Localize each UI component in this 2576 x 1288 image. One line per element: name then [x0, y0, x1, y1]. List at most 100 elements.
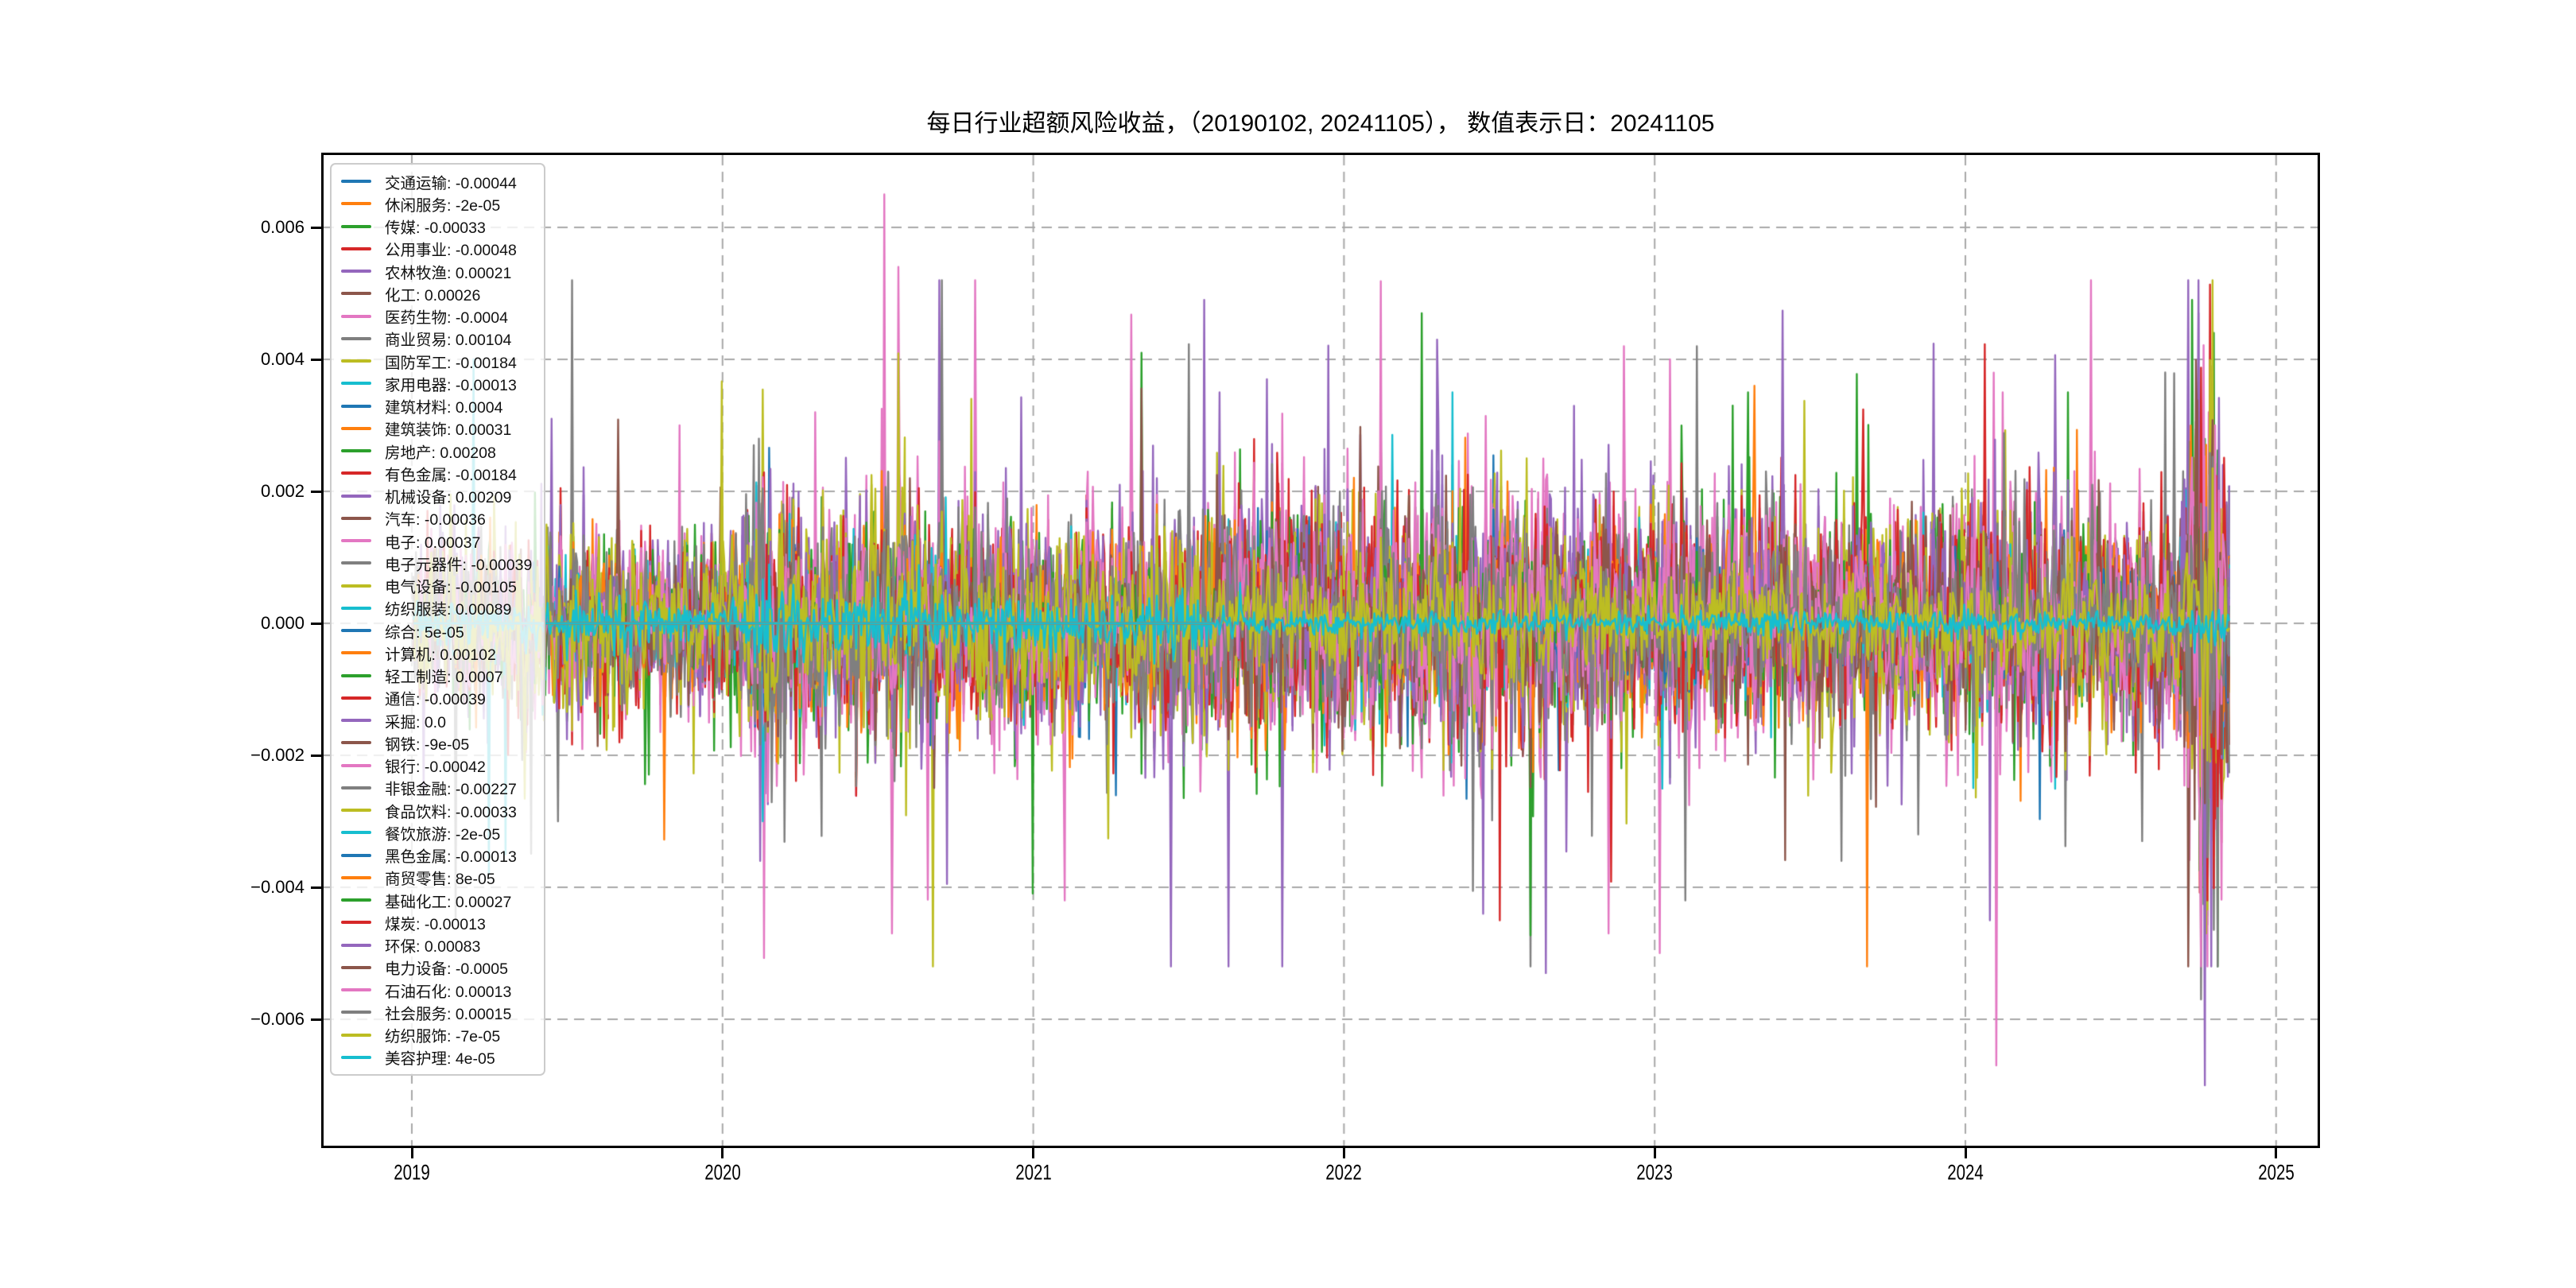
legend-label: 化工: 0.00026 [385, 286, 481, 305]
legend-item: 餐饮旅游: -2e-05 [341, 822, 539, 844]
legend-item: 建筑装饰: 0.00031 [341, 418, 539, 439]
x-tick-mark [721, 1148, 724, 1158]
legend-label: 电子元器件: -0.00039 [385, 556, 533, 574]
legend-label: 房地产: 0.00208 [385, 444, 496, 462]
legend-item: 美容护理: 4e-05 [341, 1047, 539, 1068]
legend-item: 农林牧渔: 0.00021 [341, 261, 539, 282]
y-tick-mark [311, 1018, 321, 1021]
legend-item: 交通运输: -0.00044 [341, 171, 539, 192]
legend-line-swatch [341, 651, 371, 655]
legend-label: 综合: 5e-05 [385, 623, 464, 642]
y-tick-label: −0.006 [250, 1009, 305, 1029]
legend-line-swatch [341, 539, 371, 542]
legend-item: 钢铁: -9e-05 [341, 732, 539, 754]
y-tick-label: −0.004 [250, 877, 305, 897]
x-tick-label: 2021 [1014, 1160, 1052, 1185]
legend-line-swatch [341, 584, 371, 588]
legend-label: 计算机: 0.00102 [385, 646, 496, 664]
x-tick-label: 2019 [394, 1160, 430, 1185]
legend-item: 家用电器: -0.00013 [341, 373, 539, 394]
legend-label: 汽车: -0.00036 [385, 511, 486, 530]
legend-item: 商业贸易: 0.00104 [341, 328, 539, 349]
y-tick-mark [311, 226, 321, 229]
legend-line-swatch [341, 763, 371, 767]
legend-item: 医药生物: -0.0004 [341, 306, 539, 327]
legend-label: 交通运输: -0.00044 [385, 174, 517, 192]
y-tick-label: 0.002 [260, 481, 305, 501]
legend-line-swatch [341, 359, 371, 363]
legend-line-swatch [341, 202, 371, 206]
legend-item: 电子元器件: -0.00039 [341, 553, 539, 574]
legend-item: 纺织服饰: -7e-05 [341, 1025, 539, 1046]
legend-line-swatch [341, 696, 371, 700]
legend-item: 汽车: -0.00036 [341, 508, 539, 529]
legend-item: 环保: 0.00083 [341, 935, 539, 956]
legend-item: 传媒: -0.00033 [341, 216, 539, 237]
legend-line-swatch [341, 921, 371, 925]
legend-label: 传媒: -0.00033 [385, 219, 486, 237]
legend-line-swatch [341, 314, 371, 318]
y-tick-label: −0.002 [250, 745, 305, 765]
legend-label: 农林牧渔: 0.00021 [385, 264, 512, 282]
x-tick-label: 2023 [1636, 1160, 1673, 1185]
legend-label: 电子: 0.00037 [385, 533, 481, 552]
legend-item: 通信: -0.00039 [341, 688, 539, 708]
legend-line-swatch [341, 1011, 371, 1014]
legend-item: 纺织服装: 0.00089 [341, 598, 539, 619]
legend-line-swatch [341, 471, 371, 475]
legend-label: 家用电器: -0.00013 [385, 376, 517, 394]
legend-item: 电力设备: -0.0005 [341, 957, 539, 978]
y-tick-mark [311, 490, 321, 493]
legend-label: 有色金属: -0.00184 [385, 466, 517, 484]
legend-item: 商贸零售: 8e-05 [341, 867, 539, 888]
legend-item: 轻工制造: 0.0007 [341, 665, 539, 686]
plot-canvas [324, 155, 2318, 1146]
legend-line-swatch [341, 831, 371, 835]
legend-item: 化工: 0.00026 [341, 283, 539, 305]
legend-label: 非银金融: -0.00227 [385, 781, 517, 799]
legend-line-swatch [341, 246, 371, 250]
legend-line-swatch [341, 382, 371, 386]
legend-item: 食品饮料: -0.00033 [341, 800, 539, 821]
legend-item: 综合: 5e-05 [341, 620, 539, 642]
legend-label: 环保: 0.00083 [385, 938, 481, 956]
legend-label: 食品饮料: -0.00033 [385, 803, 517, 821]
legend-label: 医药生物: -0.0004 [385, 309, 508, 327]
legend-line-swatch [341, 292, 371, 296]
x-tick-label: 2020 [704, 1160, 741, 1185]
x-tick-mark [2275, 1148, 2278, 1158]
legend-label: 石油石化: 0.00013 [385, 983, 512, 1001]
legend-label: 银行: -0.00042 [385, 758, 486, 776]
x-tick-mark [1964, 1148, 1967, 1158]
legend-line-swatch [341, 786, 371, 789]
legend-label: 煤炭: -0.00013 [385, 915, 486, 933]
legend-label: 电气设备: -0.00105 [385, 579, 517, 596]
legend-label: 黑色金属: -0.00013 [385, 848, 517, 866]
legend-line-swatch [341, 426, 371, 430]
y-tick-label: 0.000 [260, 613, 305, 633]
legend-line-swatch [341, 561, 371, 565]
x-tick-label: 2022 [1325, 1160, 1363, 1185]
legend-label: 商贸零售: 8e-05 [385, 871, 495, 889]
legend-item: 银行: -0.00042 [341, 755, 539, 776]
legend-label: 电力设备: -0.0005 [385, 960, 508, 979]
legend-item: 煤炭: -0.00013 [341, 912, 539, 933]
legend-line-swatch [341, 741, 371, 745]
legend-item: 采掘: 0.0 [341, 710, 539, 731]
legend-line-swatch [341, 1033, 371, 1037]
legend-item: 公用事业: -0.00048 [341, 239, 539, 259]
y-tick-mark [311, 622, 321, 625]
legend-line-swatch [341, 270, 371, 273]
legend-item: 基础化工: 0.00027 [341, 890, 539, 911]
legend-label: 美容护理: 4e-05 [385, 1050, 495, 1069]
legend-line-swatch [341, 988, 371, 991]
legend-line-swatch [341, 404, 371, 408]
legend-label: 通信: -0.00039 [385, 691, 486, 709]
legend-item: 机械设备: 0.00209 [341, 486, 539, 506]
legend: 交通运输: -0.00044 休闲服务: -2e-05 传媒: -0.00033 公用… [330, 163, 545, 1076]
y-tick-label: 0.006 [260, 217, 305, 237]
x-tick-mark [1032, 1148, 1035, 1158]
legend-label: 社会服务: 0.00015 [385, 1005, 512, 1023]
legend-line-swatch [341, 449, 371, 452]
chart-title: 每日行业超额风险收益，（20190102, 20241105）， 数值表示日：2… [926, 111, 1715, 137]
